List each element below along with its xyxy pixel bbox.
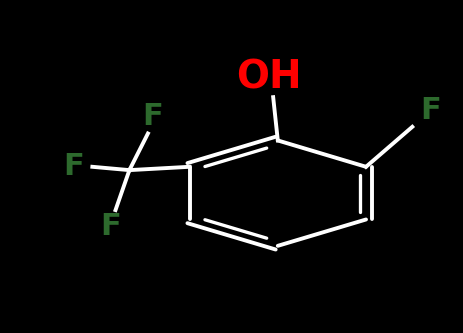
Text: F: F <box>142 102 163 131</box>
Text: F: F <box>63 152 84 181</box>
Text: F: F <box>420 96 441 125</box>
Text: OH: OH <box>236 58 301 96</box>
Text: F: F <box>100 212 121 241</box>
